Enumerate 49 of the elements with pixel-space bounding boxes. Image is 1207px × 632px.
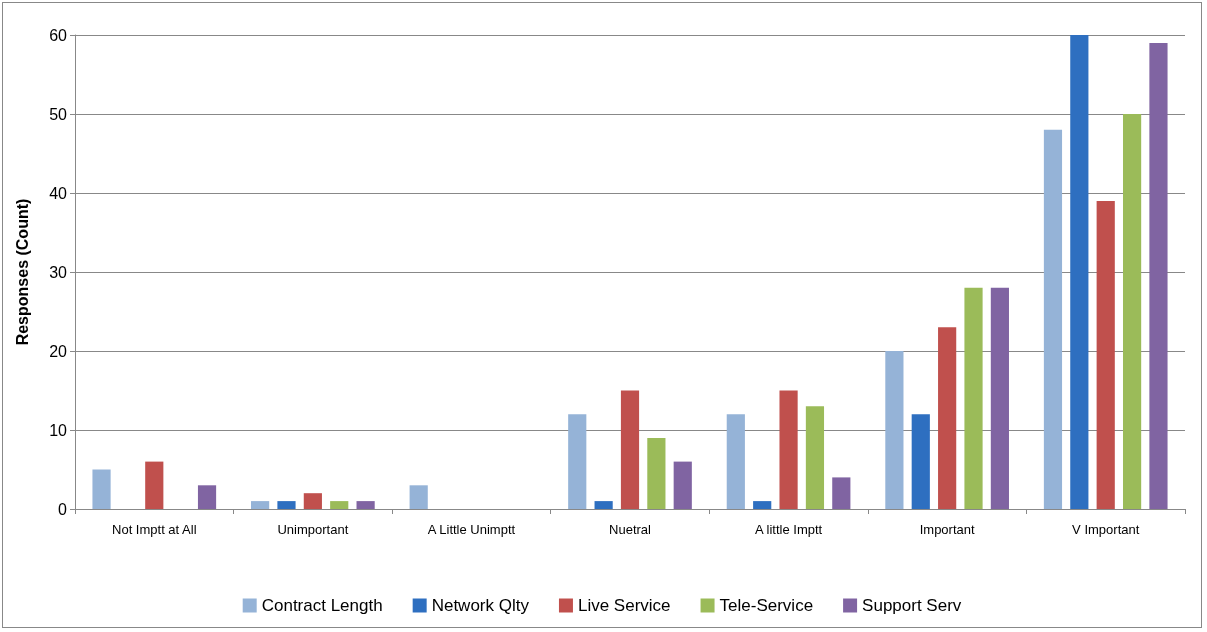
- bar: [1096, 200, 1115, 509]
- bar: [620, 390, 640, 509]
- bar: [805, 406, 825, 509]
- y-tick-label: 0: [58, 500, 68, 518]
- bar: [145, 461, 164, 509]
- legend-label: Contract Length: [261, 596, 383, 615]
- y-axis-title: Responses (Count): [13, 198, 31, 346]
- bar: [197, 485, 217, 509]
- y-tick-label: 10: [49, 421, 68, 439]
- bar: [594, 501, 613, 509]
- bar: [911, 414, 930, 509]
- legend-label: Tele-Service: [719, 596, 814, 615]
- legend-label: Network Qlty: [431, 596, 530, 615]
- bar: [1070, 35, 1089, 509]
- bar: [251, 501, 270, 509]
- bar: [726, 414, 745, 509]
- x-tick-label: A Little Unimptt: [427, 522, 516, 537]
- x-tick-label: Unimportant: [277, 522, 349, 537]
- bar: [1122, 114, 1142, 509]
- bar: [92, 469, 111, 509]
- y-tick-label: 60: [49, 26, 68, 44]
- x-tick-label: Important: [919, 522, 975, 537]
- bar: [330, 501, 349, 509]
- bar: [753, 501, 772, 509]
- bar: [1149, 42, 1168, 509]
- y-tick-label: 20: [49, 342, 68, 360]
- bar: [1043, 129, 1063, 509]
- bar: [303, 493, 322, 509]
- x-tick-label: Nuetral: [609, 522, 652, 537]
- bar: [964, 287, 983, 509]
- bar: [990, 287, 1009, 509]
- bar: [832, 477, 851, 509]
- x-tick-label: A little Imptt: [754, 522, 823, 537]
- bar: [673, 461, 692, 509]
- bar: [409, 485, 428, 509]
- legend-label: Live Service: [577, 596, 671, 615]
- x-tick-label: Not Imptt at All: [112, 522, 197, 537]
- bar: [647, 437, 666, 509]
- bar: [885, 351, 904, 509]
- bar: [277, 501, 296, 509]
- bar: [356, 501, 375, 509]
- bar: [779, 390, 798, 509]
- y-tick-label: 40: [49, 184, 68, 202]
- bar: [938, 327, 957, 509]
- y-tick-label: 50: [49, 105, 68, 123]
- y-tick-label: 30: [49, 263, 68, 281]
- x-tick-label: V Important: [1072, 522, 1140, 537]
- bar: [568, 414, 587, 509]
- legend-label: Support Serv: [862, 596, 962, 615]
